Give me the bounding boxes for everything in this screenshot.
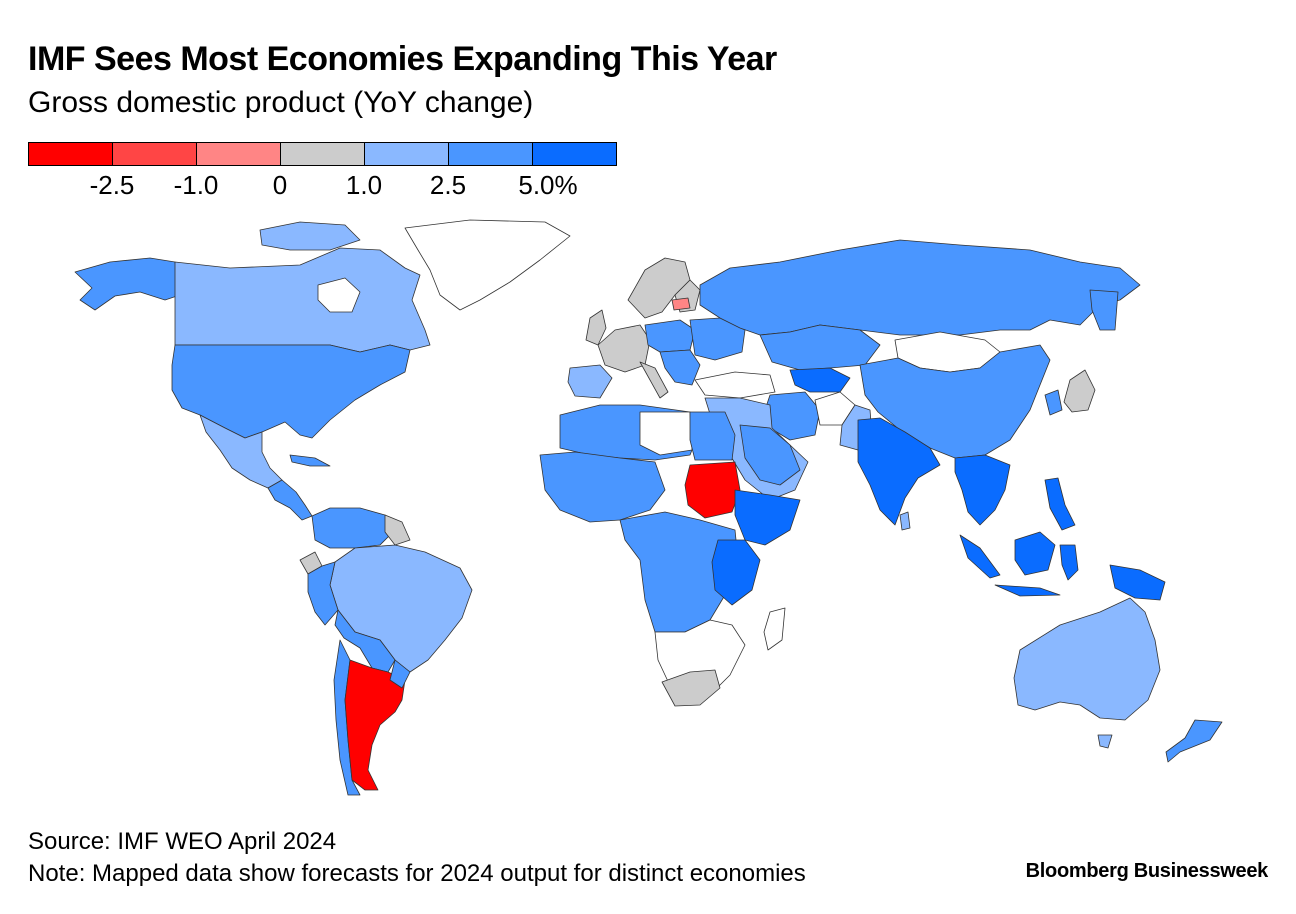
region-turkey [694, 371, 776, 399]
legend-tick: -1.0 [173, 170, 219, 200]
region-hudson-bay [317, 277, 361, 313]
region-tasmania [1097, 734, 1113, 749]
legend-swatch-0-to-1 [280, 142, 365, 166]
region-uk [585, 309, 607, 346]
region-estonia [671, 297, 691, 311]
chart-title: IMF Sees Most Economies Expanding This Y… [28, 40, 777, 78]
region-sumatra [959, 534, 1001, 579]
legend-swatch-below-neg-2-5 [28, 142, 113, 166]
region-russia [699, 239, 1141, 336]
region-poland-central [644, 319, 696, 353]
region-west-europe [597, 324, 651, 373]
region-kamchatka [1089, 289, 1119, 331]
legend-tick: 1.0 [345, 170, 383, 200]
region-saudi-arabia [739, 424, 801, 486]
region-southeast-asia [954, 454, 1011, 526]
region-cuba [289, 454, 331, 467]
region-uruguay [389, 659, 411, 689]
region-australia [1013, 597, 1161, 721]
legend-swatch-2-5-to-5 [448, 142, 533, 166]
legend-swatch-1-to-2-5 [364, 142, 449, 166]
region-usa [171, 344, 411, 439]
region-new-guinea [1109, 564, 1166, 601]
legend-tick: 0 [272, 170, 288, 200]
region-ethiopia-horn [734, 489, 801, 546]
region-kazakhstan [759, 324, 881, 371]
region-india [857, 417, 941, 526]
color-legend [28, 142, 617, 166]
region-canadian-arctic [259, 221, 361, 251]
region-sudan [684, 461, 741, 519]
world-map [74, 219, 1223, 796]
legend-swatch-above-5 [532, 142, 617, 166]
legend-tick: 2.5 [429, 170, 467, 200]
legend-tick: -2.5 [89, 170, 135, 200]
region-egypt [689, 411, 736, 461]
chart-subtitle: Gross domestic product (YoY change) [28, 86, 534, 119]
legend-swatch-neg-2-5-to-neg-1 [112, 142, 197, 166]
region-canada [174, 247, 431, 353]
region-java [994, 584, 1061, 597]
legend-ticks: -2.5 -1.0 0 1.0 2.5 5.0% [28, 170, 616, 200]
region-greenland [404, 219, 571, 311]
region-sri-lanka [899, 511, 911, 531]
region-philippines [1044, 477, 1076, 531]
region-italy [639, 361, 669, 399]
region-libya [639, 411, 693, 456]
brand-logo: Bloomberg Businessweek [1025, 860, 1269, 882]
region-korea [1044, 389, 1063, 416]
region-balkans [659, 349, 701, 386]
region-guianas [384, 514, 411, 546]
region-madagascar [763, 607, 786, 651]
region-east-africa [711, 539, 761, 606]
region-brazil [329, 544, 473, 673]
region-central-asia [789, 367, 851, 393]
region-south-africa [661, 669, 721, 707]
legend-tick: 5.0% [518, 170, 578, 200]
source-note: Source: IMF WEO April 2024 [28, 828, 337, 855]
region-central-america [267, 479, 313, 521]
region-japan [1063, 369, 1096, 413]
region-sulawesi [1059, 544, 1079, 581]
region-borneo [1014, 531, 1056, 576]
legend-swatch-neg-1-to-0 [196, 142, 281, 166]
region-new-zealand [1165, 719, 1223, 763]
data-note: Note: Mapped data show forecasts for 202… [28, 860, 806, 887]
region-colombia-venezuela [311, 507, 396, 549]
region-west-africa [539, 451, 666, 523]
region-alaska [74, 257, 181, 311]
region-iberia [567, 364, 613, 399]
